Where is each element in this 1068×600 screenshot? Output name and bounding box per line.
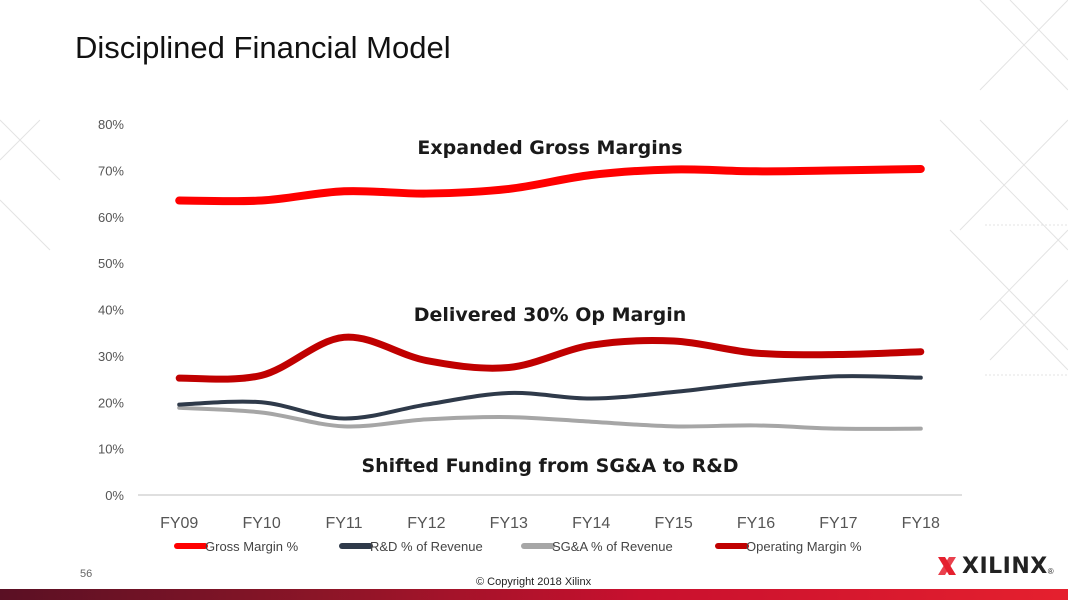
xilinx-logo: XILINX ® [936,552,1054,580]
y-tick-label: 40% [98,303,124,318]
y-tick-label: 20% [98,395,124,410]
copyright-text: © Copyright 2018 Xilinx [476,576,592,588]
x-tick-label: FY13 [490,515,528,532]
legend-label: SG&A % of Revenue [552,539,673,554]
x-tick-label: FY16 [737,515,775,532]
chart-legend: Gross Margin % R&D % of Revenue SG&A % of … [174,539,862,554]
x-tick-label: FY17 [819,515,857,532]
x-axis-ticks: FY09 FY10 FY11 FY12 FY13 FY14 FY15 FY16 FY17 FY18 [160,515,940,532]
x-tick-label: FY09 [160,515,198,532]
x-tick-label: FY12 [407,515,445,532]
y-tick-label: 50% [98,256,124,271]
legend-label: Operating Margin % [746,539,862,554]
annotation-1: Delivered 30% Op Margin [414,304,687,326]
y-tick-label: 80% [98,117,124,132]
series-line-2 [177,405,923,431]
legend-label: Gross Margin % [205,539,299,554]
legend-label: R&D % of Revenue [370,539,483,554]
series-line-1 [177,374,923,421]
logo-registered-mark: ® [1047,567,1054,576]
chart-annotations: Expanded Gross Margins Delivered 30% Op M… [361,137,738,477]
logo-text: XILINX [962,553,1048,579]
x-tick-label: FY11 [325,515,362,532]
slide-number: 56 [80,568,93,580]
xilinx-x-icon [938,557,956,575]
y-axis-ticks: 0% 10% 20% 30% 40% 50% 60% 70% 80% [98,117,124,503]
y-tick-label: 60% [98,210,124,225]
series-lines [175,164,925,431]
annotation-2: Shifted Funding from SG&A to R&D [361,455,738,477]
y-tick-label: 70% [98,163,124,178]
series-line-0 [175,164,925,206]
bottom-accent-bar [0,589,1068,600]
x-tick-label: FY18 [902,515,940,532]
x-tick-label: FY14 [572,515,610,532]
y-tick-label: 10% [98,442,124,457]
y-tick-label: 30% [98,349,124,364]
x-tick-label: FY15 [654,515,692,532]
slide-title: Disciplined Financial Model [75,30,451,65]
y-tick-label: 0% [105,488,124,503]
series-line-3 [175,333,925,383]
x-tick-label: FY10 [242,515,280,532]
annotation-0: Expanded Gross Margins [417,137,682,159]
